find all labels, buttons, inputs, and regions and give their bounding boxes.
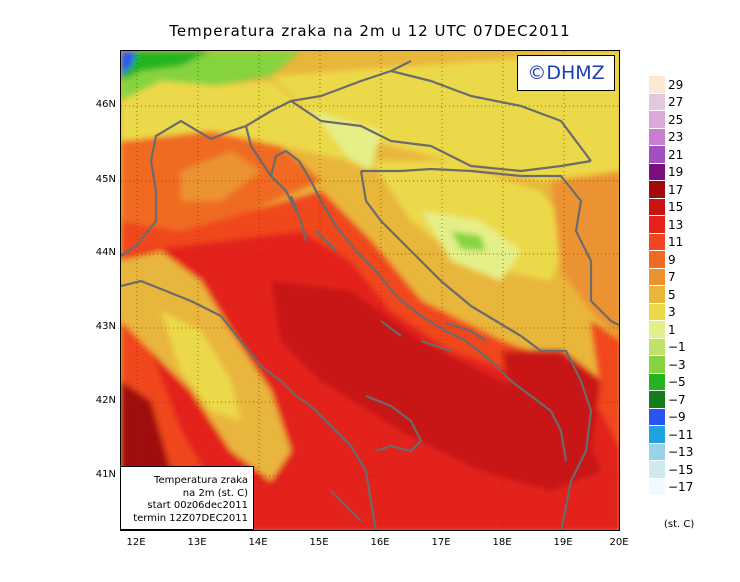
legend-label: 1 [668,322,676,337]
legend-swatch [649,303,665,321]
legend-swatch [649,268,665,286]
legend-label: 5 [668,287,676,302]
legend-label: 11 [668,235,684,250]
legend-label: 29 [668,77,684,92]
lat-label: 42N [95,395,116,406]
info-line-parameter: Temperatura zraka [154,475,248,486]
legend-swatch [649,233,665,251]
legend-label: 17 [668,182,684,197]
legend-swatch [649,356,665,374]
lat-label: 45N [95,174,116,185]
legend-swatch [649,443,665,461]
lon-label: 18E [492,537,512,548]
legend-swatch [649,181,665,199]
lon-label: 19E [553,537,573,548]
legend-swatch [649,163,665,181]
legend-swatch [649,93,665,111]
lat-label: 43N [95,321,116,332]
legend-label: 15 [668,200,684,215]
legend-swatch [649,76,665,94]
legend-swatch [649,146,665,164]
lat-label: 41N [95,469,116,480]
temperature-map [120,50,620,531]
map-canvas [121,51,619,530]
legend-label: −13 [668,445,694,460]
lon-label: 12E [126,537,146,548]
lon-label: 16E [370,537,390,548]
legend-swatch [649,216,665,234]
legend-label: 7 [668,270,676,285]
lat-label: 46N [95,99,116,110]
lon-label: 20E [609,537,629,548]
legend-label: 13 [668,217,684,232]
legend-swatch [649,426,665,444]
legend-label: −9 [668,410,686,425]
legend-label: 9 [668,252,676,267]
lon-label: 15E [309,537,329,548]
legend-swatch [649,373,665,391]
info-line-start: start 00z06dec2011 [147,500,248,511]
temperature-field [121,51,619,530]
legend-label: −15 [668,462,694,477]
legend-swatch [649,111,665,129]
legend-label: −17 [668,480,694,495]
legend-swatch [649,338,665,356]
legend-swatch [649,478,665,496]
legend-swatch [649,391,665,409]
legend-label: −1 [668,340,686,355]
legend-label: −11 [668,427,694,442]
legend-label: −5 [668,375,686,390]
info-box: Temperatura zraka na 2m (st. C) start 00… [120,466,254,530]
info-line-unit: na 2m (st. C) [182,487,248,499]
lon-label: 13E [187,537,207,548]
legend-swatch [649,251,665,269]
coastlines-and-borders [121,60,619,530]
legend-swatch [649,286,665,304]
legend-label: −7 [668,392,686,407]
dhmz-logo: ©DHMZ [517,55,615,91]
legend-label: −3 [668,357,686,372]
legend-swatch [649,321,665,339]
legend-unit: (st. C) [664,519,695,530]
lon-label: 14E [248,537,268,548]
map-title: Temperatura zraka na 2m u 12 UTC 07DEC20… [169,22,571,40]
legend-swatch [649,461,665,479]
legend-label: 21 [668,147,684,162]
legend-swatch [649,408,665,426]
lon-label: 17E [431,537,451,548]
info-line-termin: termin 12Z07DEC2011 [133,512,248,524]
legend-label: 23 [668,130,684,145]
legend-label: 25 [668,112,684,127]
lat-label: 44N [95,247,116,258]
legend-swatch [649,198,665,216]
legend-swatch [649,128,665,146]
legend-label: 19 [668,165,684,180]
legend-label: 27 [668,95,684,110]
legend-label: 3 [668,305,676,320]
